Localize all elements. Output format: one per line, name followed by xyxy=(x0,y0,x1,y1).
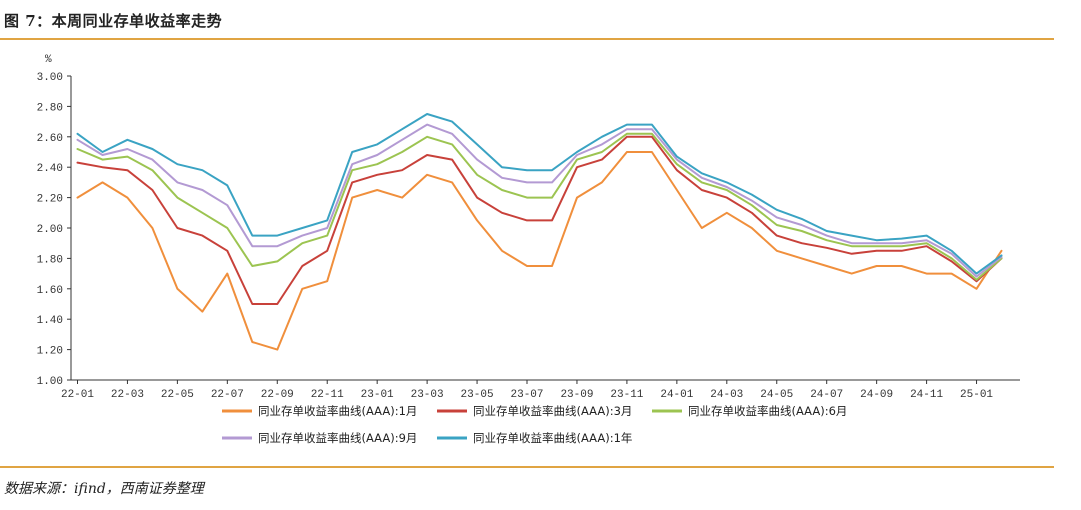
legend-label: 同业存单收益率曲线(AAA):1月 xyxy=(258,404,417,418)
x-tick-label: 22-05 xyxy=(161,389,194,401)
y-tick-label: 2.20 xyxy=(37,194,63,206)
x-tick-label: 24-09 xyxy=(860,389,893,401)
legend-label: 同业存单收益率曲线(AAA):6月 xyxy=(688,404,847,418)
legend-item: 同业存单收益率曲线(AAA):1年 xyxy=(437,431,632,445)
y-tick-label: 1.60 xyxy=(37,285,63,297)
series-line-4 xyxy=(76,123,1003,278)
x-tick-label: 22-01 xyxy=(61,389,94,401)
chart-axes: % 3.00 2.80 2.60 2.40 2.20 2.00 1.80 1.60 1.40 1.2… xyxy=(37,54,1020,401)
legend-item: 同业存单收益率曲线(AAA):9月 xyxy=(222,431,417,445)
legend-item: 同业存单收益率曲线(AAA):3月 xyxy=(437,404,632,418)
x-tick-label: 23-11 xyxy=(610,389,643,401)
x-tick-label: 24-05 xyxy=(760,389,793,401)
x-tick-label: 22-03 xyxy=(111,389,144,401)
data-source-note: 数据来源：ifind，西南证券整理 xyxy=(4,481,204,497)
y-tick-label: 2.40 xyxy=(37,163,63,175)
x-tick-label: 22-11 xyxy=(311,389,344,401)
x-tick-label: 22-09 xyxy=(261,389,294,401)
x-tick-label: 24-07 xyxy=(810,389,843,401)
bottom-divider xyxy=(0,466,1054,468)
x-tick-label: 23-09 xyxy=(560,389,593,401)
x-tick-label: 22-07 xyxy=(211,389,244,401)
series-line-5 xyxy=(76,113,1003,275)
legend-label: 同业存单收益率曲线(AAA):3月 xyxy=(473,404,632,418)
legend-label: 同业存单收益率曲线(AAA):1年 xyxy=(473,431,632,445)
x-tick-label: 24-01 xyxy=(660,389,693,401)
x-tick-label: 23-03 xyxy=(411,389,444,401)
chart-legend: 同业存单收益率曲线(AAA):1月 同业存单收益率曲线(AAA):3月 同业存单收益… xyxy=(222,404,847,445)
y-tick-label: 1.40 xyxy=(37,315,63,327)
y-tick-label: 3.00 xyxy=(37,72,63,84)
legend-item: 同业存单收益率曲线(AAA):6月 xyxy=(652,404,847,418)
series-line-3 xyxy=(76,132,1003,281)
series-layer xyxy=(76,113,1003,351)
x-tick-label: 24-11 xyxy=(910,389,943,401)
series-line-1 xyxy=(76,151,1003,351)
x-tick-label: 23-01 xyxy=(361,389,394,401)
series-line-2 xyxy=(76,135,1003,305)
x-tick-label: 23-05 xyxy=(461,389,494,401)
y-tick-label: 2.00 xyxy=(37,224,63,236)
y-tick-label: 2.80 xyxy=(37,102,63,114)
legend-item: 同业存单收益率曲线(AAA):1月 xyxy=(222,404,417,418)
y-tick-label: 1.00 xyxy=(37,376,63,388)
x-tick-label: 24-03 xyxy=(710,389,743,401)
legend-label: 同业存单收益率曲线(AAA):9月 xyxy=(258,431,417,445)
y-axis-unit: % xyxy=(45,54,52,66)
y-tick-label: 1.20 xyxy=(37,346,63,358)
top-divider xyxy=(0,38,1054,40)
yield-line-chart: % 3.00 2.80 2.60 2.40 2.20 2.00 1.80 1.60 1.40 1.2… xyxy=(37,54,1020,445)
x-tick-label: 23-07 xyxy=(511,389,544,401)
y-tick-label: 1.80 xyxy=(37,254,63,266)
x-tick-label: 25-01 xyxy=(960,389,993,401)
figure-title: 图 7：本周同业存单收益率走势 xyxy=(4,12,223,30)
y-tick-label: 2.60 xyxy=(37,133,63,145)
